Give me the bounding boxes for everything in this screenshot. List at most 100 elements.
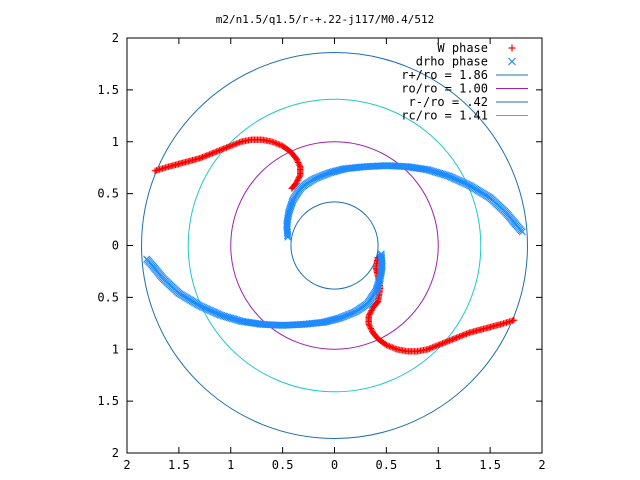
data-point — [199, 154, 206, 161]
data-point — [461, 331, 469, 338]
reference-circle-1 — [230, 141, 439, 350]
data-point — [452, 335, 459, 342]
data-point — [389, 344, 396, 351]
data-point — [456, 333, 463, 340]
data-point — [454, 333, 462, 341]
data-point — [369, 329, 377, 336]
data-point — [233, 140, 240, 147]
data-point — [210, 149, 217, 156]
data-point — [466, 329, 473, 336]
data-point — [430, 343, 438, 351]
data-point — [297, 171, 304, 179]
data-point — [459, 332, 466, 339]
data-point — [453, 334, 460, 341]
data-point — [197, 154, 205, 161]
data-point — [433, 342, 440, 349]
x-tick-label: 1 — [435, 458, 442, 472]
data-point — [443, 338, 450, 345]
data-point — [295, 174, 303, 181]
y-tick-label: 2 — [112, 446, 119, 460]
y-tick-label: 0 — [112, 239, 119, 253]
data-point — [293, 156, 301, 163]
legend-entry: drho phase — [416, 55, 516, 69]
y-tick-label: 1 — [112, 342, 119, 356]
data-point — [143, 255, 151, 263]
data-point — [294, 175, 302, 183]
data-point — [270, 139, 277, 146]
data-point — [226, 143, 233, 150]
data-point — [460, 331, 467, 339]
data-point — [273, 140, 280, 147]
data-point — [288, 185, 295, 192]
y-tick-label: 2 — [112, 31, 119, 45]
data-point — [449, 336, 456, 343]
legend-label: W phase — [437, 41, 488, 55]
data-point — [440, 339, 448, 347]
data-point — [426, 345, 433, 352]
x-tick-label: 0.5 — [272, 458, 294, 472]
data-point — [203, 152, 210, 159]
data-point — [224, 143, 232, 151]
legend-marker — [508, 44, 516, 52]
data-point — [436, 341, 443, 348]
data-point — [432, 343, 439, 350]
reference-circle-3 — [187, 98, 482, 393]
data-point — [200, 153, 208, 160]
data-point — [214, 147, 222, 155]
data-point — [446, 337, 453, 344]
data-point — [272, 139, 279, 147]
legend-label: r+/ro = 1.86 — [401, 68, 488, 82]
legend-label: rc/ro = 1.41 — [401, 109, 488, 123]
data-point — [294, 177, 301, 184]
data-point — [427, 344, 435, 352]
data-point — [366, 322, 373, 329]
data-point — [368, 307, 375, 314]
data-point — [439, 340, 446, 347]
data-point — [202, 152, 209, 160]
x-tick-label: 2 — [538, 458, 545, 472]
y-tick-label: 1.5 — [97, 83, 119, 97]
x-tick-label: 2 — [123, 458, 130, 472]
data-point — [294, 157, 301, 165]
series-1-arm-0 — [283, 162, 526, 241]
legend-entry: ro/ro = 1.00 — [401, 82, 528, 96]
data-point — [204, 151, 212, 159]
legend-entry: rc/ro = 1.41 — [401, 109, 528, 123]
data-point — [392, 345, 399, 352]
data-point — [223, 144, 230, 151]
legend-marker — [508, 57, 516, 66]
data-point — [213, 148, 220, 155]
legend-entry: r+/ro = 1.86 — [401, 68, 528, 82]
data-point — [450, 335, 458, 343]
legend-label: drho phase — [416, 55, 488, 69]
series-0-arm-0 — [151, 136, 304, 192]
data-point — [296, 162, 303, 169]
y-tick-label: 0.5 — [97, 187, 119, 201]
data-point — [236, 139, 243, 146]
data-point — [366, 310, 374, 317]
data-point — [367, 325, 375, 332]
y-tick-label: 1.5 — [97, 394, 119, 408]
data-point — [365, 312, 372, 320]
data-point — [390, 344, 397, 352]
x-tick-label: 0.5 — [376, 458, 398, 472]
data-point — [387, 343, 395, 351]
data-point — [206, 151, 213, 158]
data-point — [230, 141, 237, 148]
x-tick-label: 1.5 — [168, 458, 190, 472]
data-point — [366, 311, 373, 318]
data-point — [296, 173, 303, 180]
legend-entry: r-/ro = .42 — [409, 95, 528, 109]
data-point — [447, 336, 455, 344]
x-tick-label: 1.5 — [479, 458, 501, 472]
chart-title: m2/n1.5/q1.5/r-+.22-j117/M0.4/512 — [216, 13, 435, 26]
data-point — [464, 330, 472, 337]
data-point — [368, 328, 376, 335]
data-point — [386, 343, 393, 350]
data-point — [367, 308, 375, 316]
reference-circles — [141, 52, 528, 439]
data-point — [366, 323, 374, 331]
data-point — [457, 332, 465, 340]
